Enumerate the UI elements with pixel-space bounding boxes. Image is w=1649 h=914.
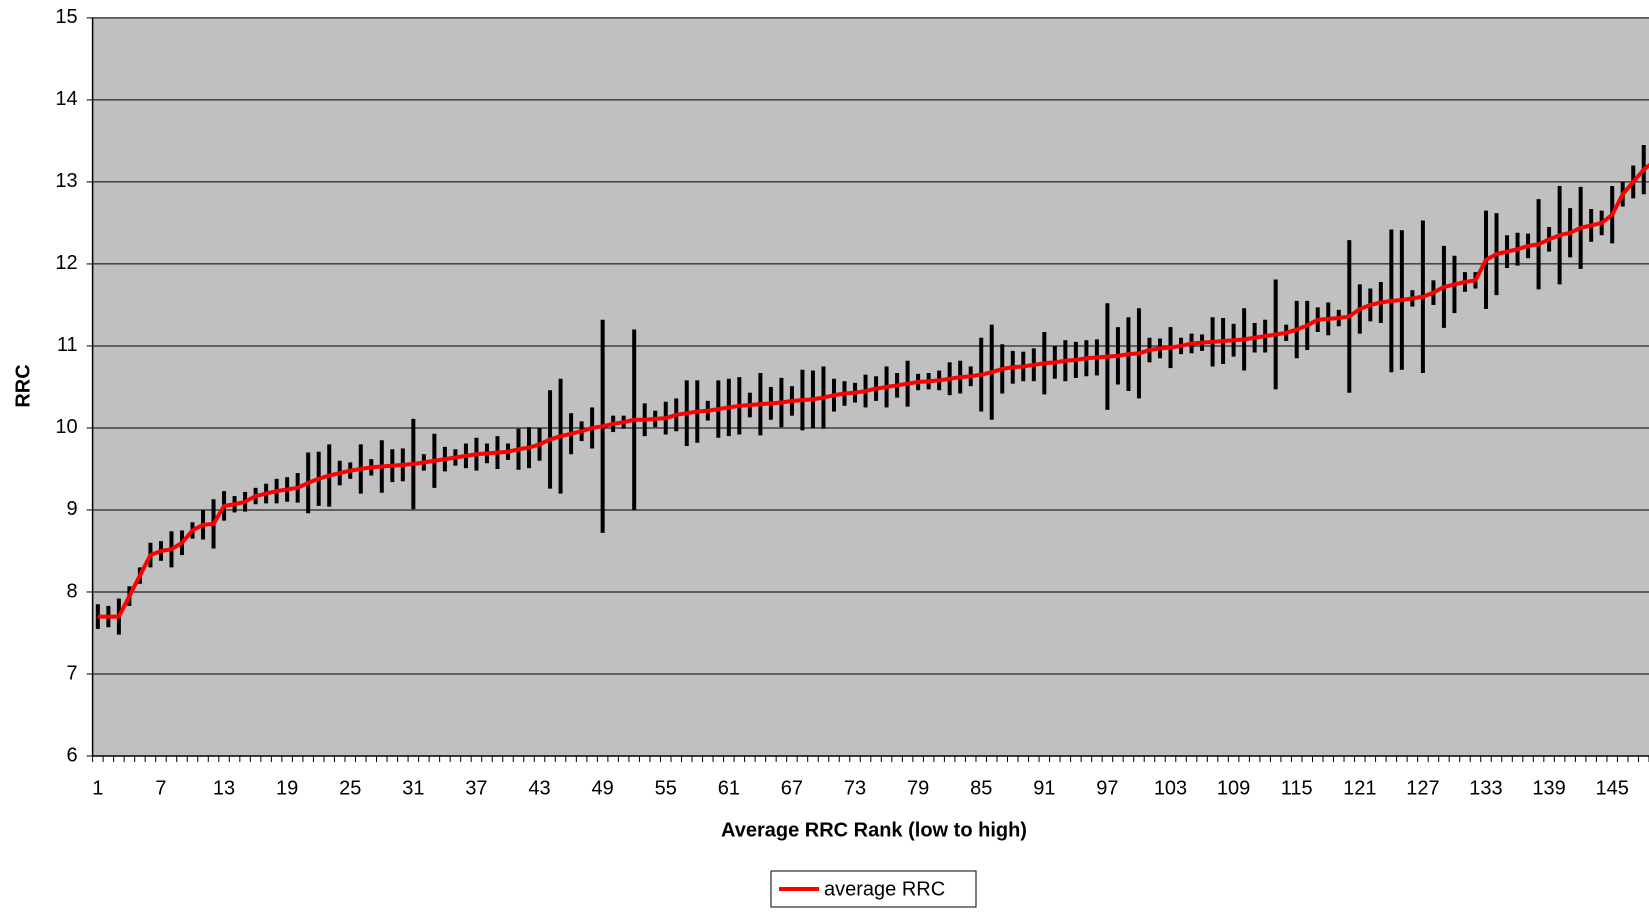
- x-tick-label: 13: [213, 777, 235, 799]
- x-tick-label: 79: [907, 777, 929, 799]
- x-tick-label: 103: [1154, 777, 1187, 799]
- x-tick-label: 19: [276, 777, 298, 799]
- y-tick-label: 11: [57, 334, 78, 356]
- x-tick-label: 55: [655, 777, 677, 799]
- y-tick-label: 12: [55, 252, 77, 274]
- y-tick-label: 14: [55, 88, 77, 110]
- x-tick-label: 109: [1217, 777, 1250, 799]
- x-tick-label: 31: [402, 777, 424, 799]
- x-tick-label: 121: [1343, 777, 1376, 799]
- x-axis-title: Average RRC Rank (low to high): [721, 819, 1027, 841]
- y-tick-label: 7: [66, 662, 77, 684]
- data-line: [97, 162, 1649, 619]
- x-tick-label: 73: [844, 777, 866, 799]
- x-tick-label: 127: [1406, 777, 1439, 799]
- x-tick-label: 85: [970, 777, 992, 799]
- x-tick-label: 97: [1096, 777, 1118, 799]
- x-tick-label: 43: [528, 777, 550, 799]
- x-tick-label: 1: [92, 777, 103, 799]
- x-tick-label: 7: [155, 777, 166, 799]
- x-tick-label: 91: [1033, 777, 1055, 799]
- y-tick-label: 8: [66, 580, 77, 602]
- y-tick-label: 15: [55, 6, 77, 28]
- x-tick-label: 61: [718, 777, 740, 799]
- x-tick-label: 139: [1532, 777, 1565, 799]
- plot-area: [92, 17, 1649, 757]
- x-tick-label: 67: [781, 777, 803, 799]
- x-tick-label: 115: [1281, 777, 1313, 799]
- x-tick-label: 145: [1596, 777, 1629, 799]
- x-tick-label: 133: [1469, 777, 1502, 799]
- y-tick-label: 6: [66, 744, 77, 766]
- y-tick-label: 9: [66, 498, 77, 520]
- y-tick-label: 13: [55, 170, 77, 192]
- y-tick-label: 10: [55, 416, 77, 438]
- y-axis-title: RRC: [12, 364, 34, 407]
- legend-label: average RRC: [824, 878, 945, 900]
- x-tick-label: 49: [592, 777, 614, 799]
- x-tick-label: 37: [465, 777, 487, 799]
- x-tick-label: 25: [339, 777, 361, 799]
- legend: average RRC: [770, 870, 977, 908]
